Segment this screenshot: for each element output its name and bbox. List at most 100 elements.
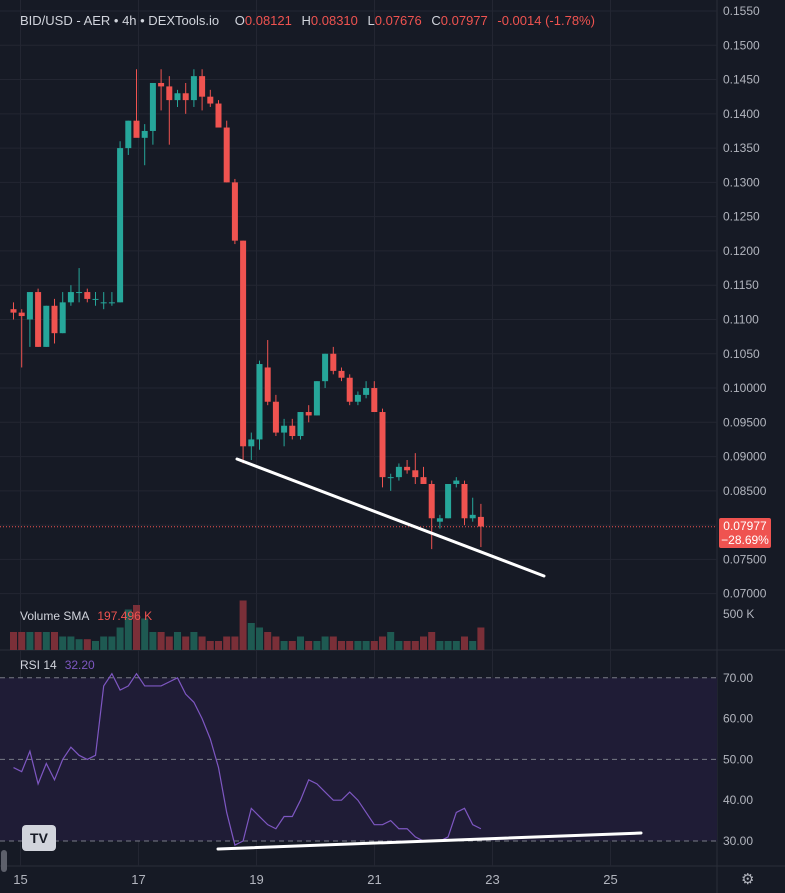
candle-body	[387, 477, 394, 479]
time-tick-label: 19	[249, 872, 263, 887]
candle-body	[297, 412, 304, 437]
volume-bar	[247, 623, 255, 650]
volume-bar	[157, 632, 165, 650]
time-tick-label: 15	[13, 872, 27, 887]
candle-body	[248, 439, 255, 447]
last-price-value: 0.07977	[723, 519, 767, 533]
candle-body	[133, 120, 140, 138]
candle-body	[256, 364, 263, 440]
low-label: L	[367, 13, 375, 28]
rsi-tick-label: 60.00	[723, 712, 753, 726]
volume-label: Volume SMA	[20, 609, 90, 623]
tradingview-logo-icon[interactable]: TV	[22, 825, 56, 851]
gear-icon[interactable]: ⚙	[741, 871, 755, 888]
candle-body	[182, 93, 189, 101]
price-tick-label: 0.1050	[723, 347, 760, 361]
low-value: 0.07676	[374, 13, 422, 28]
candle-body	[26, 292, 33, 320]
scroll-handle[interactable]	[1, 850, 7, 872]
volume-bar	[313, 641, 321, 650]
volume-bar	[133, 605, 140, 650]
candle-body	[281, 425, 288, 433]
volume-bar	[165, 636, 173, 650]
price-tick-label: 0.1400	[723, 107, 760, 121]
candle-body	[141, 130, 148, 138]
candle-body	[166, 86, 173, 101]
volume-bar	[206, 641, 214, 650]
candle-body	[445, 483, 452, 519]
volume-bar	[297, 636, 304, 650]
time-tick-label: 23	[485, 872, 499, 887]
close-label: C	[431, 13, 441, 28]
price-tick-label: 0.1250	[723, 210, 760, 224]
volume-bar	[116, 627, 124, 650]
close-value: 0.07977	[440, 13, 488, 28]
time-tick-label: 25	[603, 872, 617, 887]
volume-bar	[182, 636, 190, 650]
volume-bar	[305, 641, 313, 650]
volume-bar	[338, 641, 345, 650]
rsi-legend[interactable]: RSI 14 32.20	[20, 658, 95, 672]
candle-body	[428, 483, 435, 519]
volume-bar	[469, 641, 477, 650]
candle-body	[436, 518, 443, 522]
candle-body	[67, 292, 74, 303]
last-price-tag: 0.07977 −28.69%	[719, 518, 771, 548]
candle-body	[215, 103, 222, 128]
volume-bar	[42, 632, 50, 650]
volume-bar	[420, 636, 427, 650]
candle-body	[264, 367, 271, 402]
volume-bar	[174, 632, 181, 650]
volume-bar	[231, 636, 239, 650]
volume-bar	[83, 639, 91, 650]
price-tick-label: 0.1550	[723, 4, 760, 18]
candle-body	[92, 298, 99, 300]
last-price-change: −28.69%	[721, 533, 769, 547]
volume-bar	[256, 627, 263, 650]
candle-body	[100, 302, 107, 304]
volume-legend[interactable]: Volume SMA 197.496 K	[20, 609, 152, 623]
candle-body	[76, 292, 83, 294]
rsi-tick-label: 50.00	[723, 752, 753, 766]
open-label: O	[234, 13, 245, 28]
rsi-line	[13, 672, 482, 846]
volume-value: 197.496 K	[97, 609, 153, 623]
volume-bar	[149, 632, 157, 650]
price-tick-label: 0.1100	[723, 312, 759, 326]
volume-bar	[215, 641, 222, 650]
price-tick-label: 0.1500	[723, 38, 760, 52]
rsi-tick-label: 40.00	[723, 793, 753, 807]
volume-bar	[239, 600, 247, 650]
rsi-trendline	[216, 831, 643, 851]
volume-bar	[346, 641, 354, 650]
volume-bar	[108, 636, 116, 650]
candle-body	[149, 82, 156, 131]
candle-body	[10, 309, 17, 313]
volume-bar	[264, 632, 272, 650]
candle-body	[240, 240, 247, 447]
candle-body	[453, 480, 460, 484]
candle-body	[477, 516, 484, 527]
candle-body	[59, 302, 66, 334]
candle-body	[158, 82, 165, 87]
candle-body	[461, 483, 468, 519]
rsi-value: 32.20	[64, 658, 95, 672]
chart-legend-header: BID/USD - AER • 4h • DEXTools.io O0.0812…	[20, 13, 601, 28]
price-trendline	[235, 457, 546, 578]
candle-body	[371, 388, 378, 413]
price-tick-label: 0.1300	[723, 175, 760, 189]
volume-bar	[477, 627, 485, 650]
volume-bar	[280, 641, 288, 650]
candle-body	[469, 514, 476, 519]
candle-body	[289, 425, 296, 437]
candle-body	[363, 388, 370, 395]
candle-body	[395, 466, 402, 478]
price-tick-label: 0.10000	[723, 381, 767, 395]
change-value: -0.0014 (-1.78%)	[497, 13, 595, 28]
open-value: 0.08121	[244, 13, 292, 28]
candle-body	[35, 292, 42, 347]
symbol-title[interactable]: BID/USD - AER • 4h • DEXTools.io	[20, 13, 220, 28]
candle-body	[412, 470, 419, 478]
